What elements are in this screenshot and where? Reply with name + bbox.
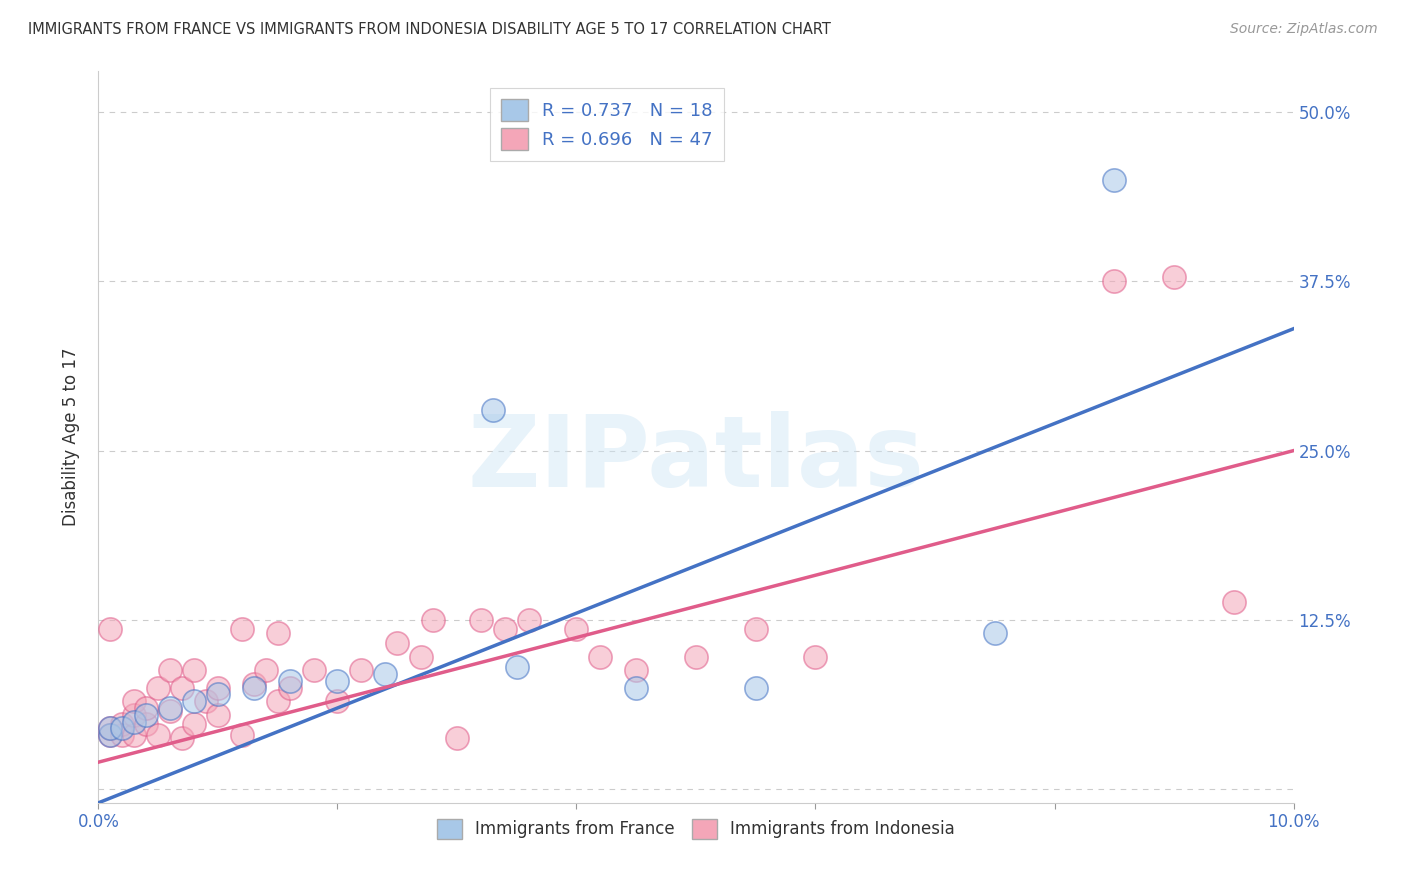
Point — [243, 676, 266, 690]
Point — [517, 613, 540, 627]
Point — [326, 673, 349, 688]
Point — [231, 623, 253, 637]
Point — [124, 694, 146, 708]
Point — [111, 717, 134, 731]
Point — [98, 721, 122, 735]
Point — [124, 714, 146, 729]
Point — [1104, 274, 1126, 288]
Point — [494, 623, 516, 637]
Text: Source: ZipAtlas.com: Source: ZipAtlas.com — [1230, 22, 1378, 37]
Point — [207, 707, 229, 722]
Point — [207, 688, 229, 702]
Legend: Immigrants from France, Immigrants from Indonesia: Immigrants from France, Immigrants from … — [430, 812, 962, 846]
Point — [411, 649, 433, 664]
Point — [350, 663, 373, 677]
Point — [1223, 595, 1246, 609]
Point — [98, 721, 122, 735]
Point — [1163, 270, 1185, 285]
Point — [172, 681, 194, 695]
Text: ZIPatlas: ZIPatlas — [468, 410, 924, 508]
Point — [98, 728, 122, 742]
Point — [374, 667, 396, 681]
Point — [195, 694, 218, 708]
Point — [124, 728, 146, 742]
Point — [135, 701, 157, 715]
Point — [183, 694, 205, 708]
Point — [207, 681, 229, 695]
Point — [148, 681, 170, 695]
Point — [159, 663, 181, 677]
Point — [685, 649, 707, 664]
Point — [278, 673, 301, 688]
Point — [243, 681, 266, 695]
Point — [326, 694, 349, 708]
Point — [626, 663, 648, 677]
Point — [506, 660, 529, 674]
Point — [267, 626, 290, 640]
Point — [745, 623, 768, 637]
Point — [267, 694, 290, 708]
Point — [183, 717, 205, 731]
Point — [111, 728, 134, 742]
Point — [172, 731, 194, 745]
Point — [565, 623, 588, 637]
Point — [385, 636, 409, 650]
Point — [626, 681, 648, 695]
Point — [124, 707, 146, 722]
Point — [98, 623, 122, 637]
Point — [183, 663, 205, 677]
Text: IMMIGRANTS FROM FRANCE VS IMMIGRANTS FROM INDONESIA DISABILITY AGE 5 TO 17 CORRE: IMMIGRANTS FROM FRANCE VS IMMIGRANTS FRO… — [28, 22, 831, 37]
Point — [278, 681, 301, 695]
Point — [98, 728, 122, 742]
Point — [984, 626, 1007, 640]
Point — [135, 707, 157, 722]
Point — [231, 728, 253, 742]
Point — [422, 613, 444, 627]
Point — [589, 649, 612, 664]
Point — [745, 681, 768, 695]
Point — [1104, 172, 1126, 186]
Point — [111, 721, 134, 735]
Y-axis label: Disability Age 5 to 17: Disability Age 5 to 17 — [62, 348, 80, 526]
Point — [482, 403, 505, 417]
Point — [302, 663, 325, 677]
Point — [446, 731, 468, 745]
Point — [254, 663, 277, 677]
Point — [159, 701, 181, 715]
Point — [135, 717, 157, 731]
Point — [159, 704, 181, 718]
Point — [148, 728, 170, 742]
Point — [470, 613, 492, 627]
Point — [804, 649, 827, 664]
